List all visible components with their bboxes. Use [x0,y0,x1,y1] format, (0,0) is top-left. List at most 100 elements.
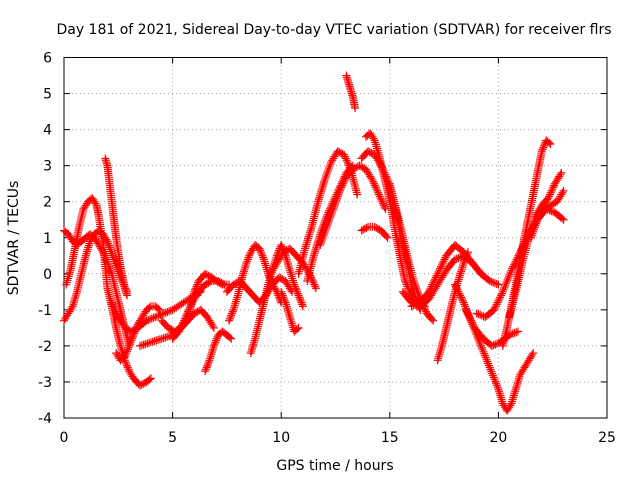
data-point [371,183,380,192]
data-point [111,307,120,316]
data-point [193,280,202,289]
data-point [206,277,215,286]
series-t9 [168,277,229,343]
data-point [342,156,351,165]
data-point [143,339,152,348]
data-point [122,359,131,368]
data-point [243,257,252,266]
data-point [544,194,553,203]
data-point [410,288,419,297]
data-point [381,170,390,179]
y-tick-label: 3 [43,159,52,175]
data-point [289,278,298,287]
data-point [409,301,418,310]
data-point [367,174,376,183]
data-point [378,165,387,174]
data-point [492,300,501,309]
data-point [468,320,477,329]
data-point [410,300,419,309]
data-point [129,331,138,340]
data-point [148,337,157,346]
data-point [465,313,474,322]
data-point [546,188,555,197]
data-point [506,401,515,410]
data-point [502,277,511,286]
y-tick-label: -3 [38,375,52,391]
data-point [246,349,255,358]
data-point [290,282,299,291]
data-point [496,293,505,302]
data-point [321,174,330,183]
data-point [318,234,327,243]
data-point [279,293,288,302]
data-point [559,186,568,195]
data-point [287,272,296,281]
data-point [335,188,344,197]
data-point [125,341,134,350]
data-point [479,347,488,356]
data-point [434,267,443,276]
data-point [505,270,514,279]
data-point [147,314,156,323]
series-t22 [357,222,392,242]
data-point [104,239,113,248]
data-point [487,277,496,286]
data-point [144,315,153,324]
data-point [230,301,239,310]
data-point [435,350,444,359]
data-point [492,279,501,288]
data-point [209,341,218,350]
data-point [100,251,109,260]
data-point [319,230,328,239]
data-point [498,397,507,406]
data-point [219,279,228,288]
data-point [382,174,391,183]
data-point [104,260,113,269]
data-point [264,280,273,289]
data-point [430,277,439,286]
data-point [489,278,498,287]
data-point [373,144,382,153]
data-point [558,214,567,223]
data-point [180,314,189,323]
data-point [321,226,330,235]
data-point [128,334,137,343]
data-point [184,305,193,314]
data-point [545,138,554,147]
data-point [187,300,196,309]
data-point [146,374,155,383]
data-point [330,200,339,209]
data-point [107,267,116,276]
data-point [82,249,91,258]
data-point [491,302,500,311]
data-point [426,284,435,293]
data-point [247,347,256,356]
data-point [429,316,438,325]
data-point [327,210,336,219]
data-point [322,224,331,233]
data-point [377,161,386,170]
data-point [120,352,129,361]
data-point [109,255,118,264]
data-point [466,314,475,323]
data-point [163,308,172,317]
x-tick-label: 5 [168,430,177,446]
data-point [508,329,517,338]
data-point [287,317,296,326]
data-point [528,350,537,359]
data-point [256,246,265,255]
data-point [296,296,305,305]
data-point [277,242,286,251]
data-point [145,303,154,312]
data-point [381,172,390,181]
data-point [122,361,131,370]
data-point [155,335,164,344]
data-point [408,282,417,291]
data-point [127,336,136,345]
data-point [283,257,292,266]
data-point [265,276,274,285]
data-point [102,257,111,266]
data-point [259,255,268,264]
y-tick-label: 4 [43,123,52,139]
data-point [285,266,294,275]
